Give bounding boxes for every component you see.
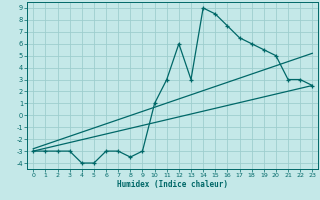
X-axis label: Humidex (Indice chaleur): Humidex (Indice chaleur) — [117, 180, 228, 189]
